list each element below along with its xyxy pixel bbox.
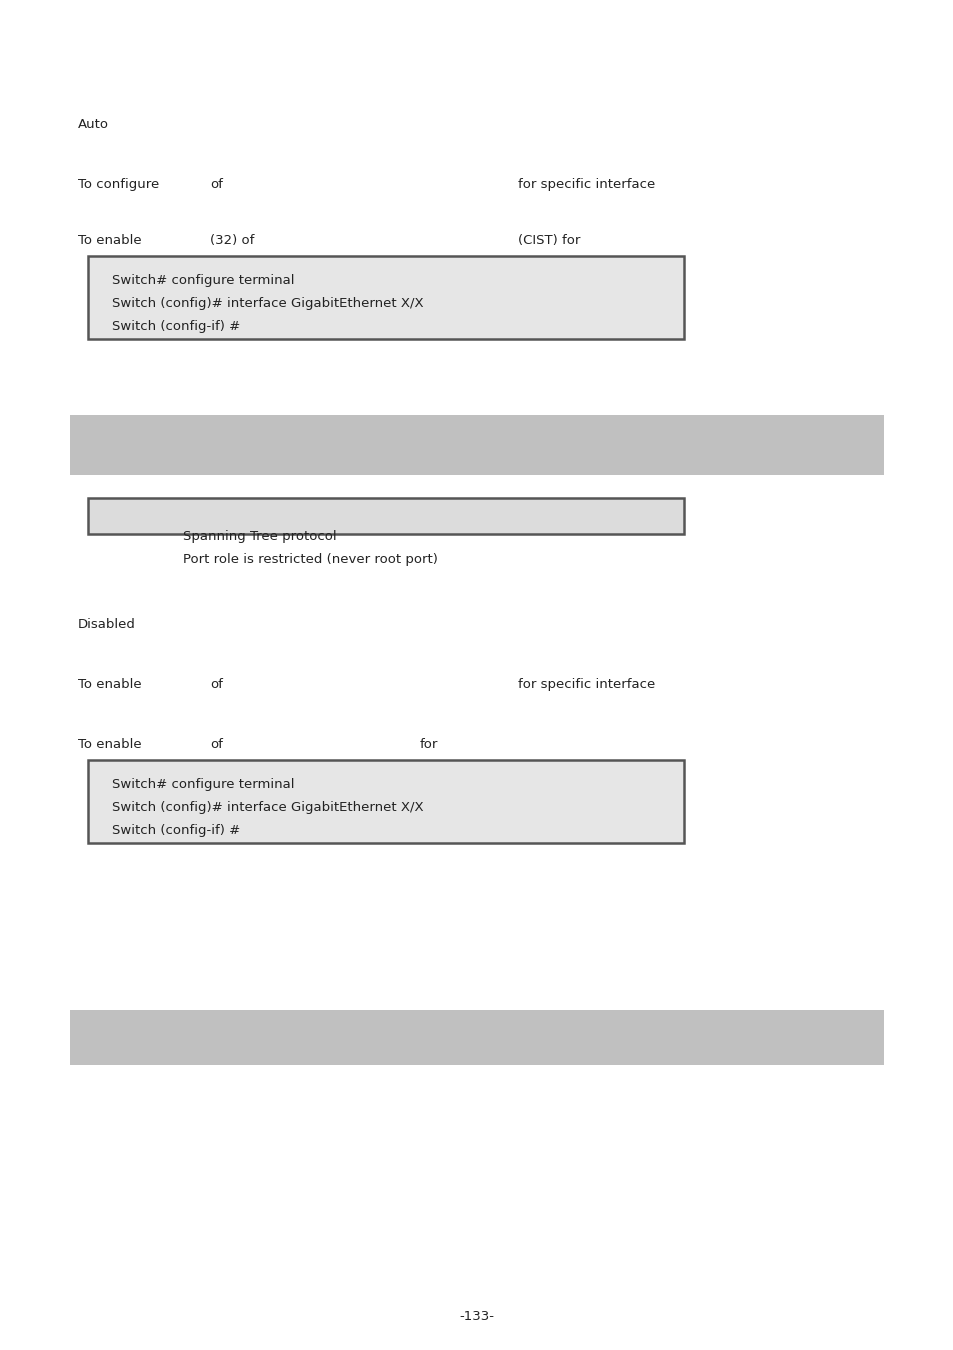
Bar [88,498,683,535]
Bar [88,256,683,339]
Text: To enable: To enable [78,738,142,751]
Text: Switch# configure terminal: Switch# configure terminal [112,778,294,791]
Text: for specific interface: for specific interface [517,178,655,190]
Text: To enable: To enable [78,234,142,247]
Bar [70,414,883,475]
Text: Switch (config)# interface GigabitEthernet X/X: Switch (config)# interface GigabitEthern… [112,297,423,310]
Text: of: of [210,178,222,190]
Bar [88,760,683,842]
Text: Switch# configure terminal: Switch# configure terminal [112,274,294,288]
Text: of: of [210,678,222,691]
Text: Auto: Auto [78,117,109,131]
Text: (32) of: (32) of [210,234,254,247]
Bar [70,1010,883,1065]
Text: (CIST) for: (CIST) for [517,234,579,247]
Text: Port role is restricted (never root port): Port role is restricted (never root port… [183,554,437,566]
Text: Switch (config-if) #: Switch (config-if) # [112,824,239,837]
Text: for specific interface: for specific interface [517,678,655,691]
Text: of: of [210,738,222,751]
Text: -133-: -133- [459,1310,494,1323]
Text: Spanning Tree protocol: Spanning Tree protocol [183,531,336,543]
Text: Disabled: Disabled [78,618,136,630]
Text: To configure: To configure [78,178,159,190]
Text: Switch (config-if) #: Switch (config-if) # [112,320,239,333]
Text: Switch (config)# interface GigabitEthernet X/X: Switch (config)# interface GigabitEthern… [112,801,423,814]
Text: for: for [419,738,437,751]
Text: To enable: To enable [78,678,142,691]
